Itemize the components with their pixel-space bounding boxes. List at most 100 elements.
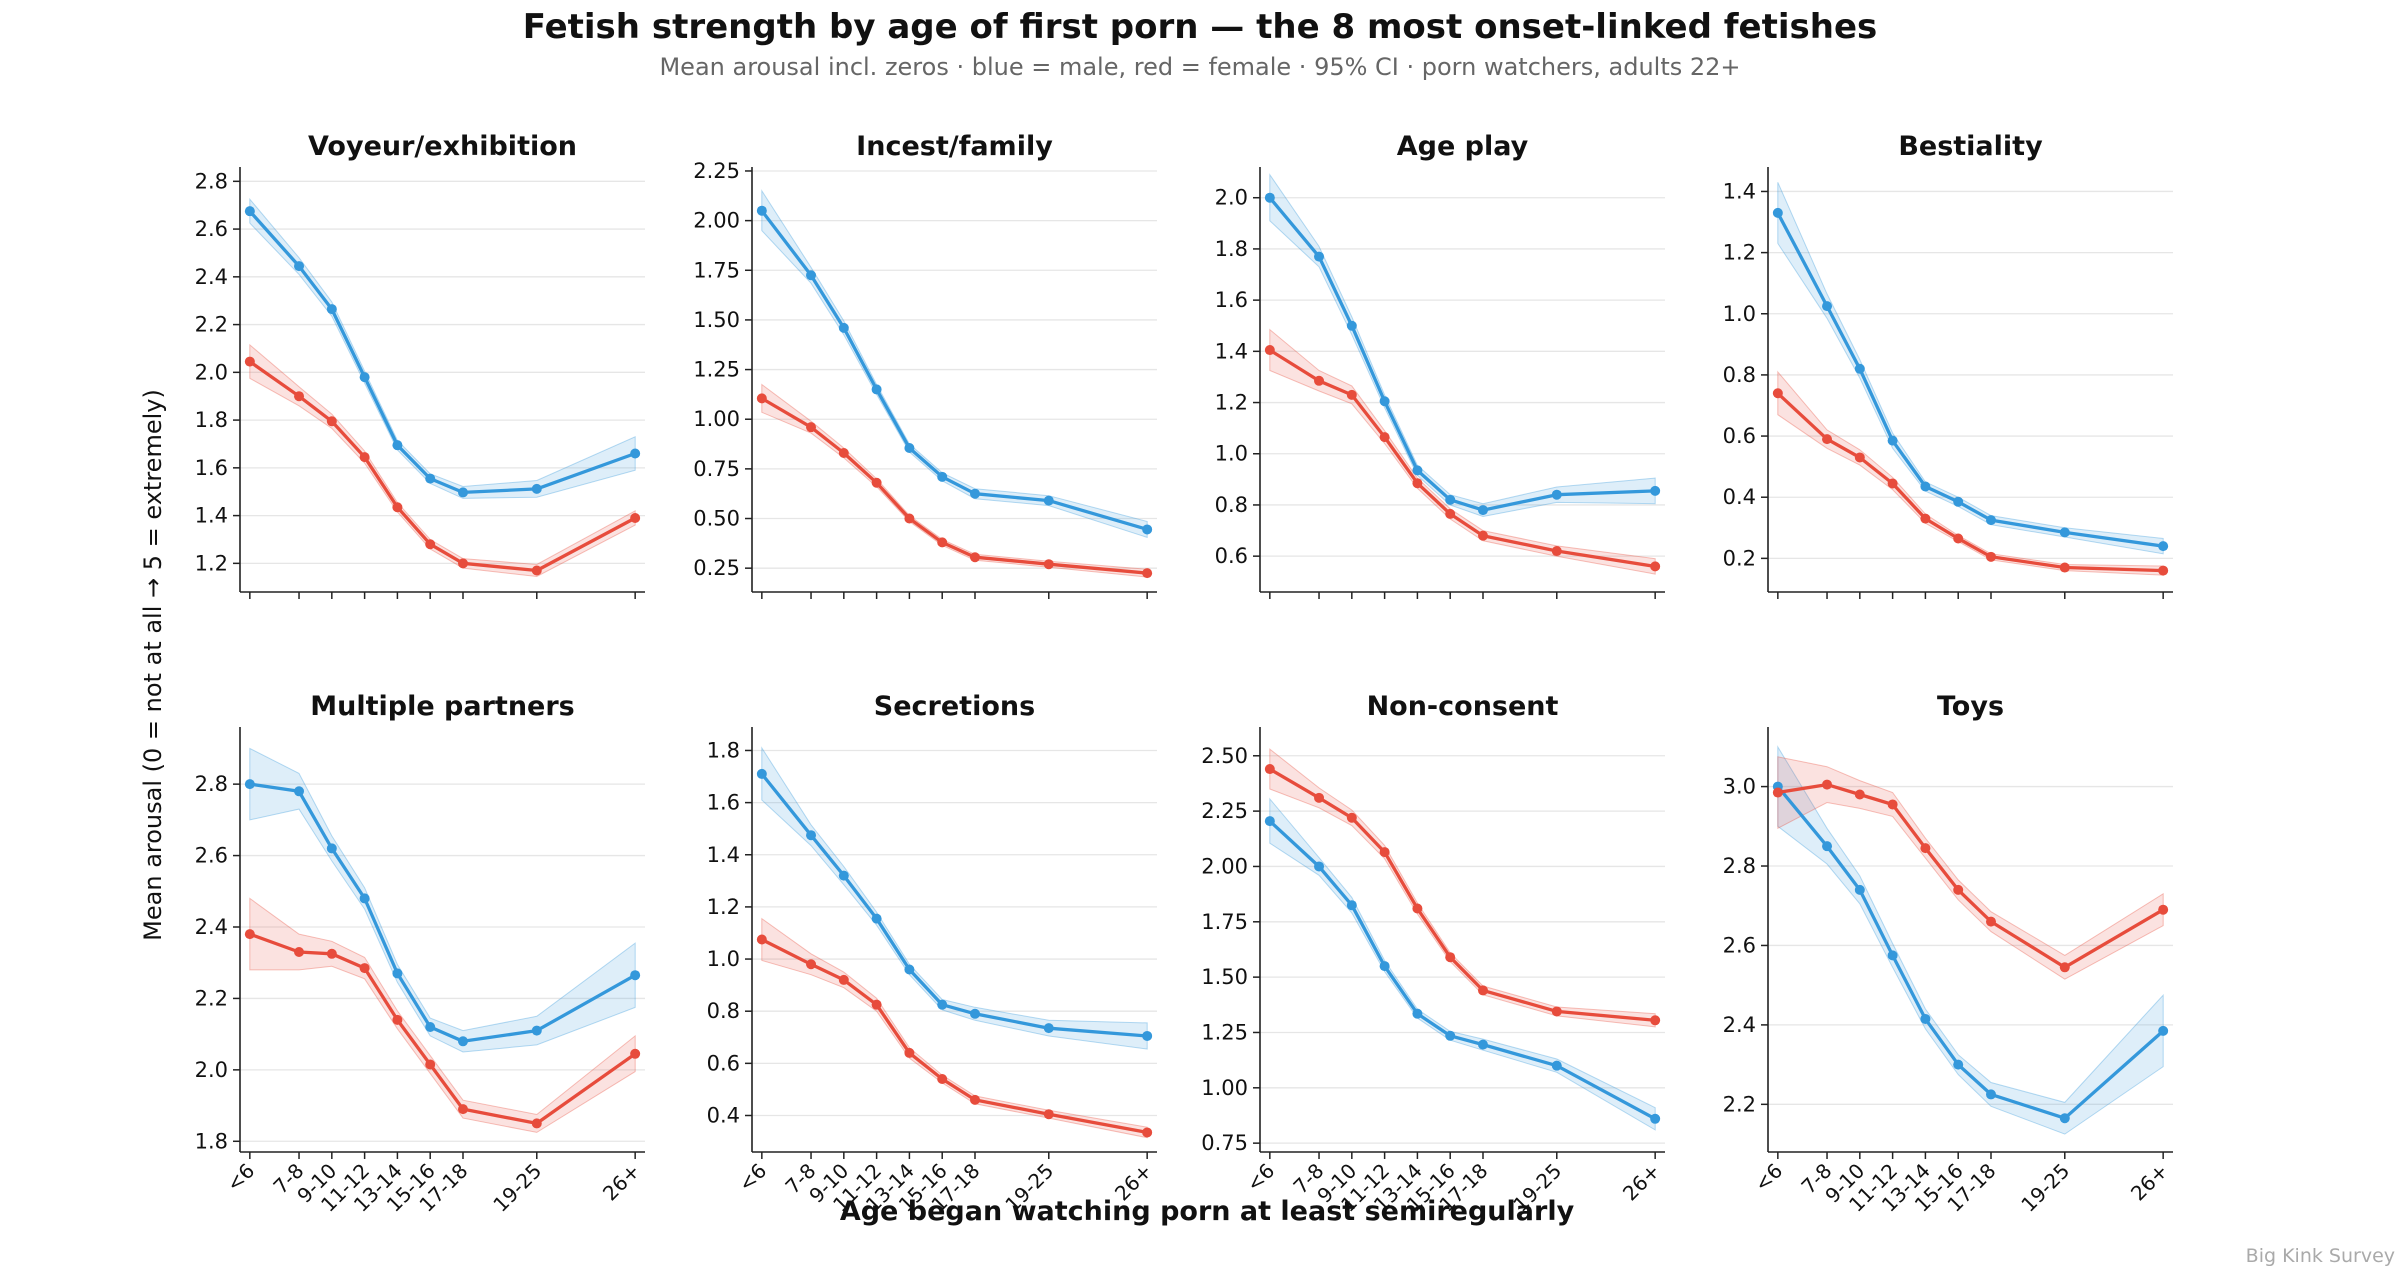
- series-line-male: [1776, 212, 2164, 548]
- y-tick-label: 2.0: [195, 1058, 228, 1082]
- ci-band-female: [1269, 328, 1656, 575]
- data-point-female: [2158, 565, 2169, 576]
- panel: 0.6 0.8 1.0 1.2 1.4 1.6 1.8 2.0 Age play: [1215, 131, 1665, 599]
- y-tick-label: 1.00: [693, 407, 740, 431]
- data-point-female: [1445, 508, 1456, 519]
- y-tick-label: 2.4: [1723, 1013, 1756, 1037]
- data-point-female: [1551, 546, 1562, 557]
- x-tick-label: <6: [1242, 1159, 1280, 1197]
- data-point-male: [1412, 465, 1423, 476]
- data-point-female: [1854, 789, 1865, 800]
- ci-band-male: [249, 747, 636, 1053]
- y-tick-label: 0.4: [707, 1103, 740, 1127]
- x-tick-label: 26+: [1618, 1159, 1665, 1206]
- data-point-male: [1264, 192, 1275, 203]
- data-point-male: [1314, 251, 1325, 262]
- data-point-female: [1314, 792, 1325, 803]
- y-tick-label: 2.2: [1723, 1092, 1756, 1116]
- data-point-female: [1822, 434, 1833, 445]
- data-point-male: [937, 999, 948, 1010]
- data-point-female: [1264, 764, 1275, 775]
- data-point-female: [904, 513, 915, 524]
- y-tick-label: 1.50: [1201, 965, 1248, 989]
- data-point-male: [871, 384, 882, 395]
- data-point-female: [1477, 530, 1488, 541]
- data-point-female: [969, 1094, 980, 1105]
- y-tick-label: 1.4: [707, 843, 740, 867]
- series-line-male: [248, 210, 636, 495]
- y-tick-label: 1.4: [1215, 339, 1248, 363]
- panel: 0.2 0.4 0.6 0.8 1.0 1.2 1.4 Bestiality: [1723, 131, 2173, 599]
- ci-band-female: [761, 917, 1148, 1139]
- data-point-female: [1772, 388, 1783, 399]
- ci-band-male: [761, 189, 1148, 539]
- y-tick-label: 1.4: [1723, 179, 1756, 203]
- y-tick-label: 2.8: [195, 772, 228, 796]
- data-point-male: [1985, 1089, 1996, 1100]
- data-point-female: [531, 1118, 542, 1129]
- data-point-female: [806, 422, 817, 433]
- data-point-male: [1551, 489, 1562, 500]
- y-tick-label: 2.0: [195, 360, 228, 384]
- data-point-female: [2158, 904, 2169, 915]
- data-point-male: [1264, 816, 1275, 827]
- data-point-female: [1985, 551, 1996, 562]
- data-point-male: [359, 893, 370, 904]
- data-point-female: [1772, 787, 1783, 798]
- data-point-male: [1650, 485, 1661, 496]
- data-point-male: [457, 1036, 468, 1047]
- data-point-male: [531, 1025, 542, 1036]
- y-tick-label: 0.8: [1723, 363, 1756, 387]
- data-point-female: [294, 391, 305, 402]
- y-tick-label: 0.4: [1723, 485, 1756, 509]
- data-point-male: [1953, 1059, 1964, 1070]
- y-tick-label: 2.8: [1723, 854, 1756, 878]
- data-point-male: [392, 440, 403, 451]
- ci-band-male: [1777, 182, 2164, 555]
- y-tick-label: 2.25: [1201, 799, 1248, 823]
- data-point-female: [838, 447, 849, 458]
- data-point-female: [359, 452, 370, 463]
- data-point-male: [359, 372, 370, 383]
- y-tick-label: 1.4: [195, 504, 228, 528]
- y-tick-label: 0.6: [707, 1051, 740, 1075]
- data-point-male: [1854, 363, 1865, 374]
- data-point-female: [294, 947, 305, 957]
- data-point-female: [756, 393, 767, 404]
- x-tick-label: 19-25: [2016, 1159, 2074, 1217]
- data-point-male: [1477, 505, 1488, 516]
- panels-group: 1.2 1.4 1.6 1.8 2.0 2.2 2.4 2.6 2.8 Voyeur/exhibi…: [195, 131, 2173, 1217]
- data-point-female: [1412, 478, 1423, 489]
- y-tick-label: 1.25: [1201, 1020, 1248, 1044]
- y-tick-label: 1.00: [1201, 1076, 1248, 1100]
- ci-band-female: [249, 343, 636, 578]
- data-point-male: [425, 1022, 436, 1032]
- data-point-male: [838, 870, 849, 881]
- data-point-female: [1142, 568, 1153, 579]
- data-point-female: [937, 537, 948, 548]
- data-point-male: [1379, 396, 1390, 407]
- data-point-male: [756, 768, 767, 779]
- y-tick-label: 1.6: [707, 791, 740, 815]
- data-point-male: [1650, 1113, 1661, 1124]
- y-tick-label: 1.0: [1215, 442, 1248, 466]
- data-point-female: [1314, 375, 1325, 386]
- chart-title: Fetish strength by age of first porn — t…: [523, 7, 1878, 47]
- data-point-female: [2059, 962, 2070, 973]
- ci-band-female: [249, 897, 636, 1133]
- data-point-male: [1346, 900, 1357, 911]
- y-tick-label: 1.2: [1215, 391, 1248, 415]
- data-point-female: [630, 512, 641, 523]
- data-point-female: [1379, 432, 1390, 443]
- panel-title: Incest/family: [856, 131, 1053, 162]
- ci-band-female: [1269, 748, 1656, 1028]
- y-tick-label: 2.4: [195, 915, 228, 939]
- data-point-male: [806, 830, 817, 841]
- y-tick-label: 1.75: [693, 258, 740, 282]
- panel: 0.40.60.81.01.21.41.61.8<6 7-89-1011-1213…: [707, 691, 1157, 1217]
- data-point-female: [871, 999, 882, 1010]
- y-tick-label: 0.25: [693, 556, 740, 580]
- data-point-male: [294, 261, 305, 272]
- data-point-male: [2158, 1025, 2169, 1036]
- panel: 0.751.001.251.501.752.002.252.50<6 7-89-1…: [1201, 691, 1665, 1217]
